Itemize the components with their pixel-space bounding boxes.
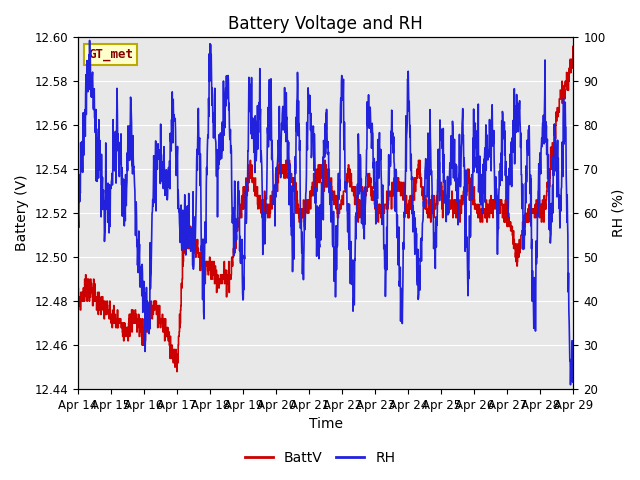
X-axis label: Time: Time <box>308 418 343 432</box>
Text: GT_met: GT_met <box>88 48 133 61</box>
Legend: BattV, RH: BattV, RH <box>239 445 401 471</box>
Y-axis label: RH (%): RH (%) <box>611 189 625 238</box>
Title: Battery Voltage and RH: Battery Voltage and RH <box>228 15 423 33</box>
Y-axis label: Battery (V): Battery (V) <box>15 175 29 252</box>
